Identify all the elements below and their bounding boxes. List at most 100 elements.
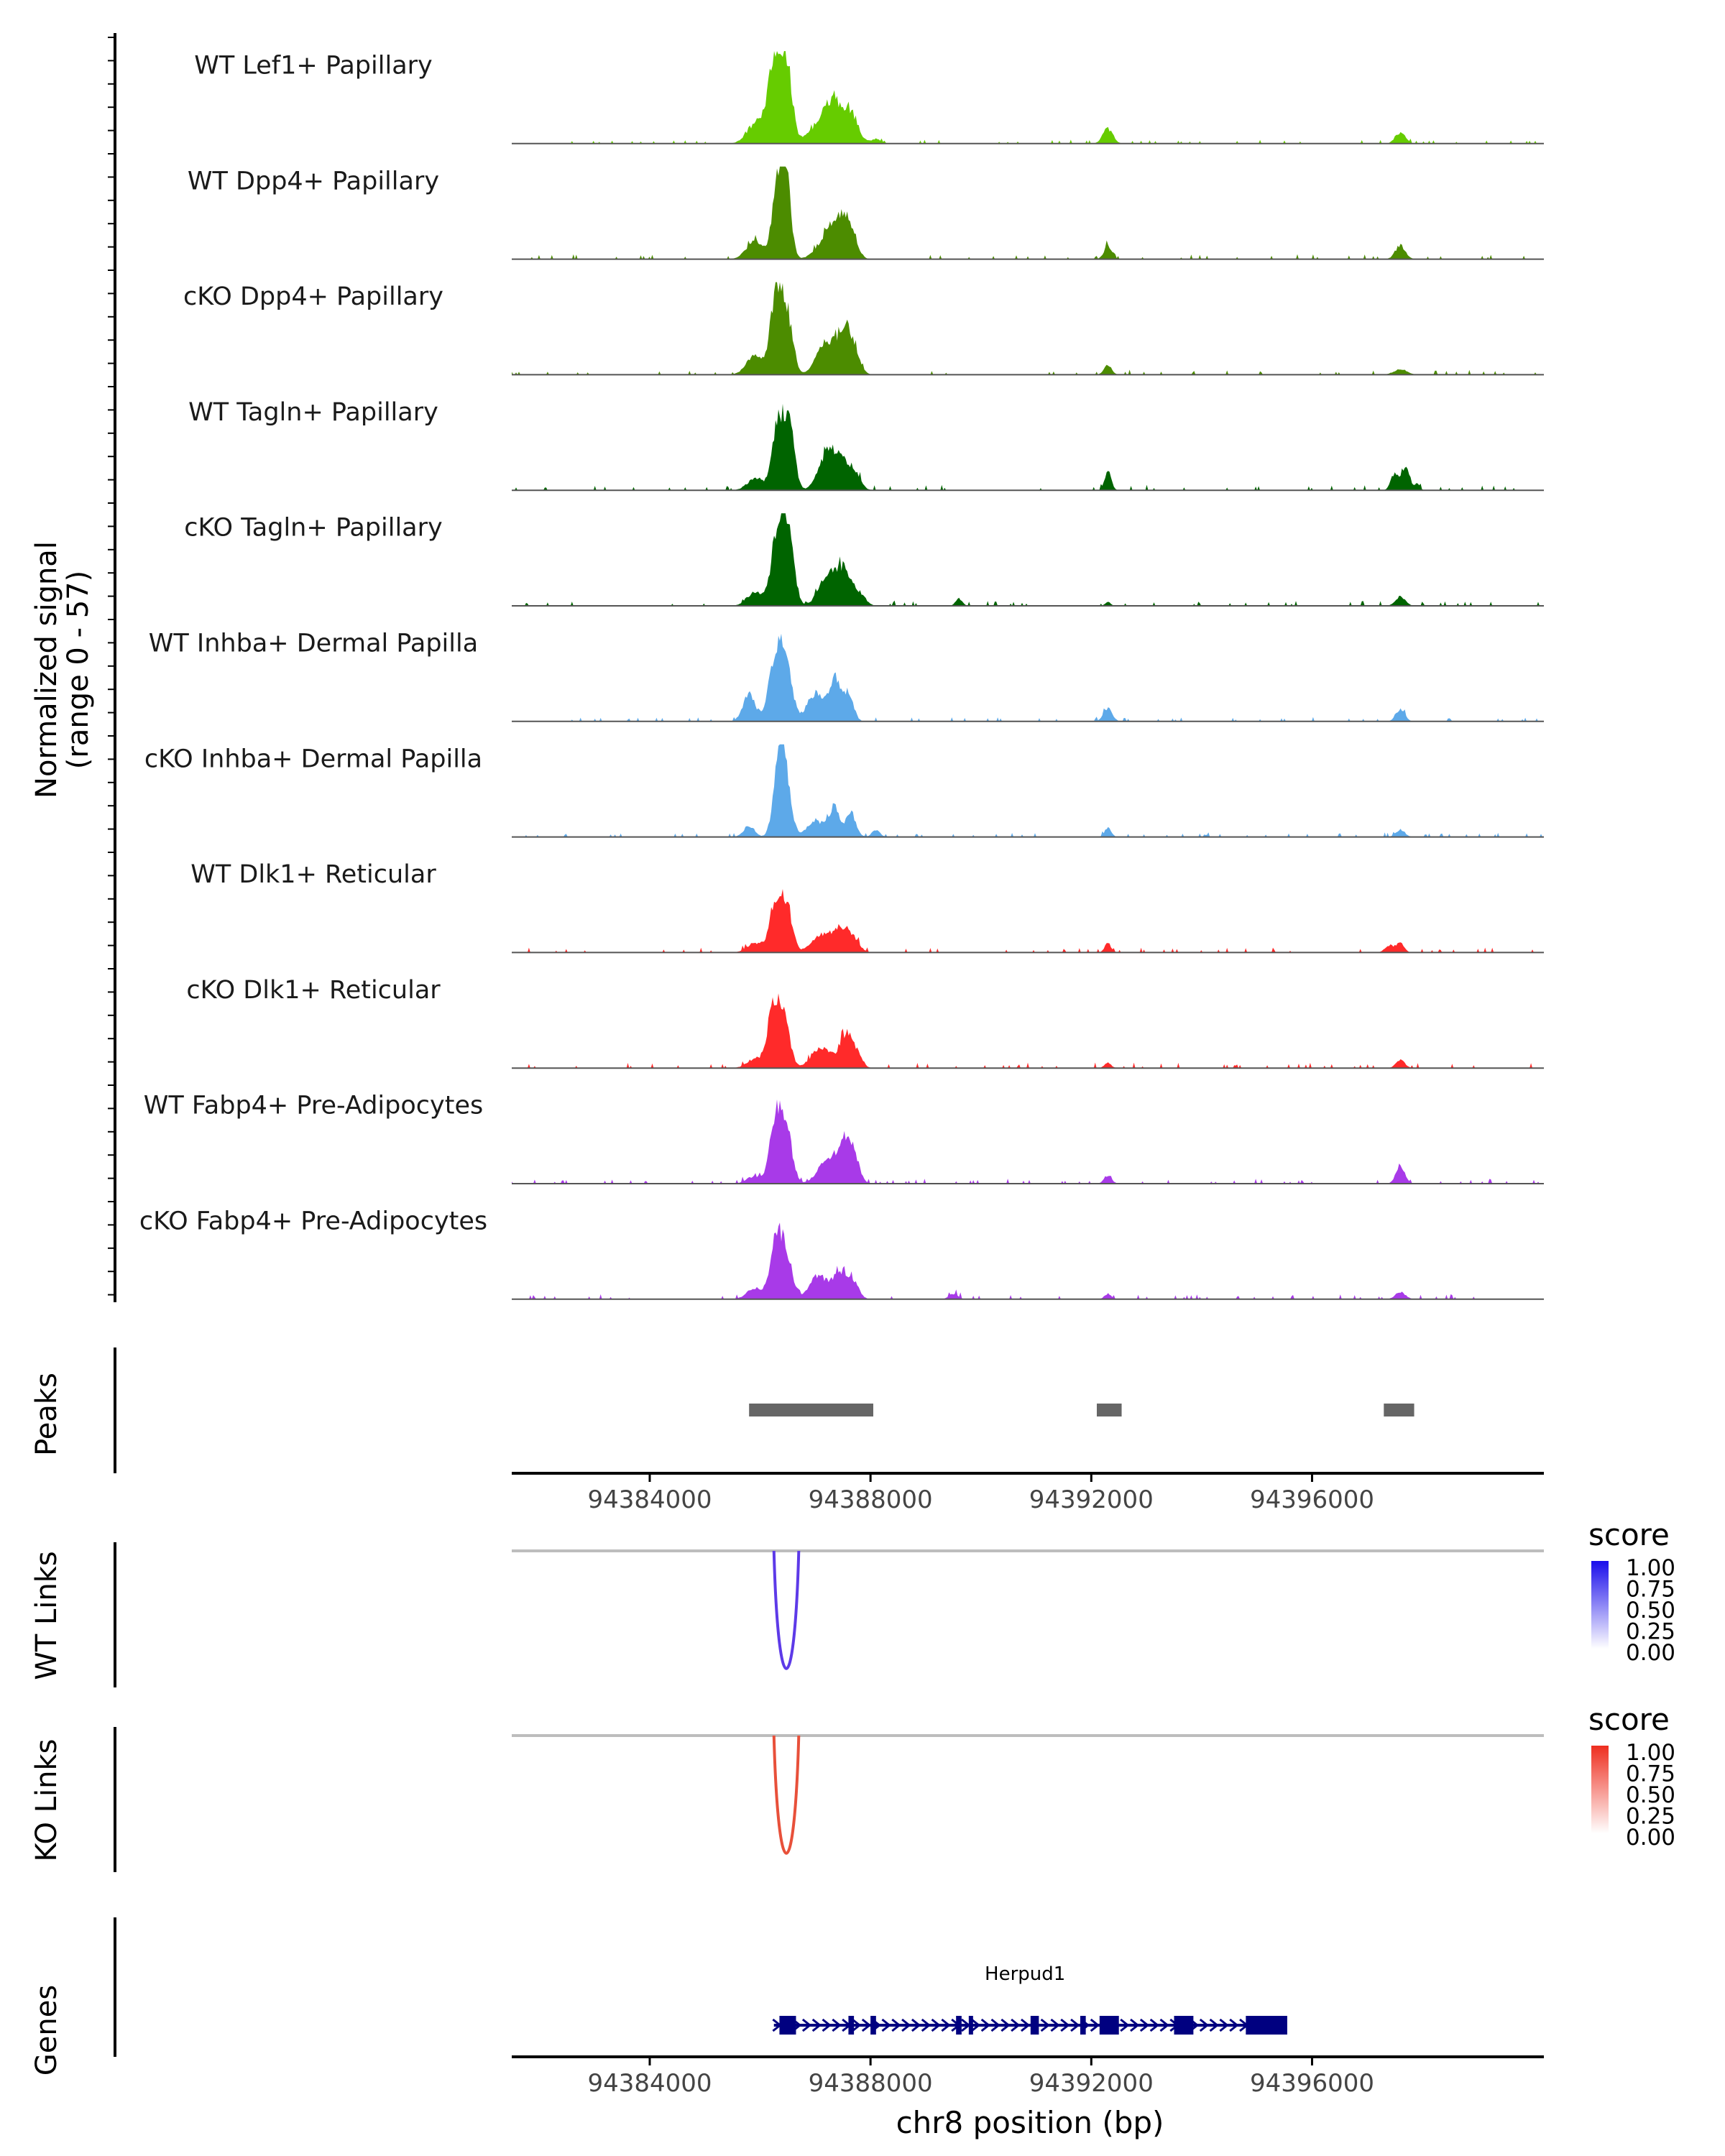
track-label-1: WT Lef1+ Papillary: [194, 51, 433, 80]
strand-arrow: [1159, 2018, 1169, 2032]
gene-exon-4: [956, 2016, 962, 2035]
strand-arrow: [921, 2018, 932, 2032]
legend-colorbar-1: [1591, 1561, 1609, 1649]
gene-exon-3: [870, 2016, 876, 2035]
coverage-y-label-range: (range 0 - 57): [62, 571, 95, 769]
coverage-area-3: [512, 282, 1544, 375]
legend-tick-label: 0.75: [1626, 1761, 1675, 1787]
x-axis-label: chr8 position (bp): [896, 2105, 1164, 2140]
link-arc-1: [772, 1550, 801, 1670]
peak-region-3: [1384, 1404, 1414, 1416]
coverage-area-8: [512, 889, 1544, 953]
legend-colorbar-2: [1591, 1746, 1609, 1833]
strand-arrow: [832, 2018, 842, 2032]
x-tick-label: 94384000: [587, 1485, 712, 1514]
strand-arrow: [852, 2018, 862, 2032]
gene-exon-9: [1174, 2016, 1194, 2035]
x-tick-label: 94384000: [587, 2069, 712, 2098]
strand-arrow: [1219, 2018, 1229, 2032]
coverage-area-1: [512, 51, 1544, 144]
strand-arrow: [990, 2018, 1000, 2032]
peak-region-1: [749, 1404, 873, 1416]
track-label-2: WT Dpp4+ Papillary: [188, 167, 439, 195]
genes-track: Genes Herpud1: [30, 1917, 1287, 2076]
coverage-area-11: [512, 1222, 1544, 1299]
legend-tick-label: 0.25: [1626, 1804, 1675, 1830]
coverage-area-4: [512, 403, 1544, 491]
strand-arrow: [980, 2018, 991, 2032]
strand-arrow: [901, 2018, 911, 2032]
coverage-area-9: [512, 993, 1544, 1069]
gene-exon-7: [1080, 2016, 1086, 2035]
track-label-11: cKO Fabp4+ Pre-Adipocytes: [139, 1207, 487, 1235]
peak-region-2: [1096, 1404, 1122, 1416]
track-label-3: cKO Dpp4+ Papillary: [183, 282, 443, 311]
legend-title-1: score: [1588, 1517, 1670, 1552]
strand-arrow: [801, 2018, 812, 2032]
track-label-6: WT Inhba+ Dermal Papilla: [149, 629, 478, 658]
legend-tick-label: 0.50: [1626, 1782, 1675, 1808]
strand-arrow: [1130, 2018, 1140, 2032]
x-tick-label: 94388000: [809, 1485, 933, 1514]
strand-arrow: [881, 2018, 891, 2032]
track-label-10: WT Fabp4+ Pre-Adipocytes: [144, 1092, 483, 1120]
legend-tick-label: 0.50: [1626, 1598, 1675, 1623]
strand-arrow: [1139, 2018, 1150, 2032]
x-tick-label: 94396000: [1250, 2069, 1374, 2098]
legend-tick-label: 1.00: [1626, 1555, 1675, 1581]
strand-arrow: [1040, 2018, 1050, 2032]
strand-arrow: [822, 2018, 832, 2032]
strand-arrow: [1011, 2018, 1021, 2032]
x-tick-label: 94392000: [1029, 1485, 1154, 1514]
track-label-9: cKO Dlk1+ Reticular: [186, 976, 441, 1005]
x-axis-top: 94384000 94388000 94392000 94396000: [512, 1472, 1544, 1514]
legend-title-2: score: [1588, 1702, 1670, 1737]
strand-arrow: [1000, 2018, 1011, 2032]
legend-tick-label: 0.75: [1626, 1577, 1675, 1603]
strand-arrow: [861, 2018, 872, 2032]
gene-exon-6: [1030, 2016, 1039, 2035]
strand-arrow: [911, 2018, 921, 2032]
track-label-4: WT Tagln+ Papillary: [188, 398, 438, 427]
strand-arrow: [1120, 2018, 1130, 2032]
peaks-track: Peaks: [30, 1348, 1414, 1473]
coverage-area-5: [512, 513, 1544, 606]
link-arc-2: [772, 1735, 801, 1855]
strand-arrow: [891, 2018, 901, 2032]
coverage-area-10: [512, 1099, 1544, 1184]
strand-arrow: [1090, 2018, 1100, 2032]
strand-arrow: [811, 2018, 822, 2032]
coverage-y-axis: [108, 33, 116, 1302]
track-label-5: cKO Tagln+ Papillary: [184, 514, 443, 543]
strand-arrow: [1060, 2018, 1070, 2032]
x-tick-label: 94396000: [1250, 1485, 1374, 1514]
gene-exon-1: [779, 2016, 796, 2035]
strand-arrow: [931, 2018, 941, 2032]
gene-exon-10: [1246, 2016, 1287, 2035]
x-tick-label: 94392000: [1029, 2069, 1154, 2098]
track-label-7: cKO Inhba+ Dermal Papilla: [144, 745, 482, 773]
strand-arrow: [970, 2018, 981, 2032]
track-label-8: WT Dlk1+ Reticular: [190, 860, 436, 889]
strand-arrow: [1020, 2018, 1031, 2032]
legend-tick-label: 1.00: [1626, 1740, 1675, 1766]
gene-name-label: Herpud1: [985, 1963, 1065, 1985]
strand-arrow: [1149, 2018, 1160, 2032]
strand-arrow: [1229, 2018, 1239, 2032]
x-axis-bottom: 94384000 94388000 94392000 94396000: [512, 2055, 1544, 2098]
coverage-tracks: WT Lef1+ Papillary WT Dpp4+ Papillary cKO …: [139, 51, 1544, 1300]
coverage-area-7: [512, 744, 1544, 837]
links-label-1: WT Links: [30, 1551, 63, 1680]
coverage-area-6: [512, 633, 1544, 722]
x-tick-label: 94388000: [809, 2069, 933, 2098]
coverage-y-label-title: Normalized signal: [30, 541, 63, 798]
gene-exon-8: [1099, 2016, 1119, 2035]
legend-tick-label: 0.00: [1626, 1825, 1675, 1851]
strand-arrow: [1070, 2018, 1080, 2032]
legend-tick-label: 0.00: [1626, 1640, 1675, 1666]
strand-arrow: [941, 2018, 951, 2032]
coverage-y-label: Normalized signal (range 0 - 57): [30, 541, 95, 798]
links-label-2: KO Links: [30, 1739, 63, 1862]
legend-tick-label: 0.25: [1626, 1619, 1675, 1645]
